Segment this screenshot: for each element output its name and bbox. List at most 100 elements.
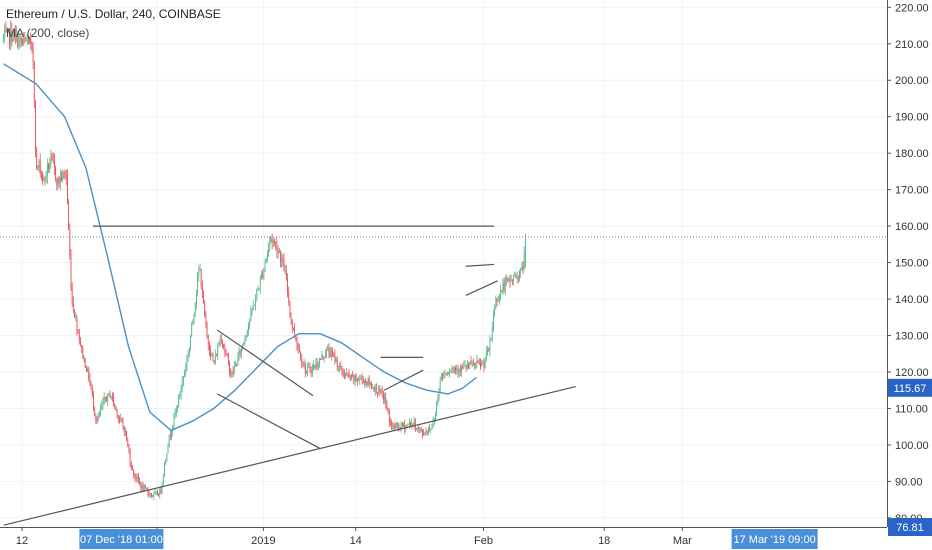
candle-body <box>484 360 486 368</box>
candle-body <box>355 375 357 380</box>
candle-body <box>57 177 59 186</box>
candle-body <box>508 278 510 281</box>
right-date-tag-text: 17 Mar '19 09:00 <box>733 534 815 546</box>
candle-body <box>420 429 422 431</box>
candle-body <box>317 365 319 368</box>
candle-body <box>464 364 466 366</box>
candle-body <box>87 368 88 372</box>
candle-body <box>410 422 412 427</box>
candle-body <box>68 203 70 229</box>
candle-body <box>77 330 79 333</box>
candle-body <box>268 245 270 252</box>
candle-body <box>184 371 186 377</box>
candle-body <box>101 405 103 409</box>
candle-body <box>496 298 498 302</box>
candle-body <box>179 394 181 396</box>
candle-body <box>316 363 318 368</box>
candle-body <box>373 387 375 392</box>
candle-body <box>456 369 458 371</box>
candle-body <box>498 295 500 302</box>
candle-body <box>178 395 180 407</box>
candle-body <box>81 345 83 347</box>
candle-body <box>285 270 287 280</box>
candle-body <box>375 385 377 394</box>
candle-body <box>206 324 208 337</box>
candle-body <box>249 320 251 325</box>
candle-body <box>154 492 156 494</box>
candle-body <box>368 379 370 385</box>
candle-body <box>506 278 507 281</box>
candle-body <box>207 336 209 345</box>
candle-body <box>59 176 61 183</box>
candle-body <box>303 363 305 366</box>
candle-body <box>360 377 362 380</box>
candle-body <box>511 280 513 281</box>
price-tick-label: 200.00 <box>895 75 929 87</box>
candle-body <box>497 301 499 303</box>
candle-body <box>32 48 34 63</box>
candle-body <box>381 390 383 394</box>
candle-body <box>494 307 496 317</box>
candle-body <box>12 40 14 42</box>
candle-body <box>300 351 301 360</box>
candle-body <box>388 411 390 422</box>
candle-body <box>48 164 49 169</box>
candle-body <box>102 400 104 406</box>
candle-body <box>151 493 152 496</box>
price-tick-label: 170.00 <box>895 185 929 197</box>
candle-body <box>289 301 291 314</box>
candle-body <box>455 367 456 371</box>
candle-body <box>298 348 300 352</box>
candle-body <box>120 418 122 420</box>
candle-body <box>117 417 119 419</box>
price-tick-label: 220.00 <box>895 2 929 14</box>
candle-body <box>346 373 348 375</box>
candle-body <box>136 476 138 479</box>
candle-body <box>515 276 517 279</box>
candle-body <box>348 374 350 376</box>
candle-body <box>281 258 283 262</box>
pennant-upper-line <box>465 263 495 267</box>
price-tick-label: 210.00 <box>895 39 929 51</box>
candle-body <box>271 237 273 243</box>
candle-body <box>436 403 438 413</box>
candle-body <box>127 440 129 446</box>
candle-body <box>233 366 235 373</box>
candle-body <box>71 287 73 303</box>
candle-body <box>22 42 23 44</box>
candle-body <box>235 363 236 367</box>
candle-body <box>123 426 125 433</box>
candle-body <box>119 418 120 420</box>
candle-body <box>413 421 415 425</box>
candle-body <box>409 422 410 425</box>
last-price-tag-bg <box>888 378 932 397</box>
candle-body <box>45 175 47 178</box>
candle-body <box>36 150 38 168</box>
candle-body <box>482 363 484 364</box>
candle-body <box>65 174 67 178</box>
candle-body <box>107 393 109 402</box>
candle-body <box>514 276 516 278</box>
candle-body <box>341 367 343 373</box>
candle-body <box>106 399 107 402</box>
candle-body <box>25 39 27 41</box>
candle-body <box>213 360 215 363</box>
price-tick-label: 100.00 <box>895 440 929 452</box>
candle-body <box>468 364 470 367</box>
flag-lower-line <box>383 369 424 391</box>
candle-body <box>237 356 239 365</box>
candle-body <box>90 382 92 389</box>
candle-body <box>67 177 68 204</box>
candle-body <box>319 359 320 366</box>
candle-body <box>240 347 242 354</box>
candle-body <box>438 391 440 399</box>
candle-body <box>94 407 96 415</box>
candle-body <box>38 161 40 168</box>
price-tick-label: 130.00 <box>895 331 929 343</box>
wedge-lower-line <box>216 393 321 450</box>
candle-body <box>490 339 492 341</box>
candle-body <box>194 303 196 314</box>
ma-indicator-label[interactable]: MA (200, close) <box>6 26 90 40</box>
candle-body <box>116 409 118 418</box>
